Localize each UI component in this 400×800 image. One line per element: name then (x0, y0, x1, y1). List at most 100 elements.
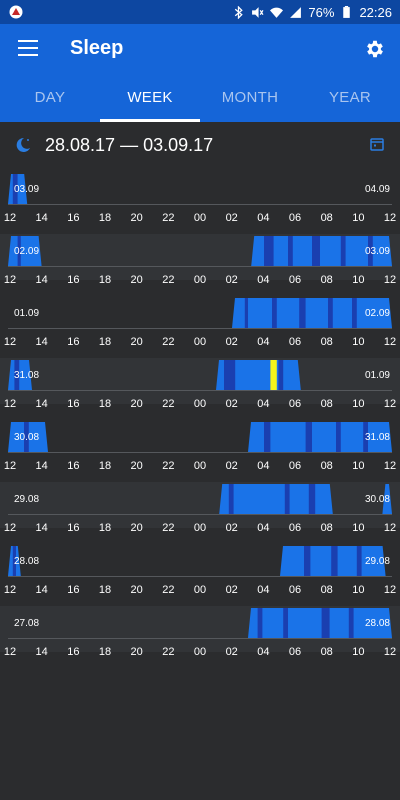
day-row[interactable]: 31.08 01.09 12 14 16 18 20 22 00 02 04 06 08 10 12 (0, 358, 400, 418)
deep-sleep-segment (288, 236, 293, 266)
day-row[interactable]: 27.08 28.08 12 14 16 18 20 22 00 02 04 06 08 10 12 (0, 606, 400, 666)
deep-sleep-segment (228, 484, 234, 514)
hour-label: 20 (130, 522, 143, 534)
day-start-label: 27.08 (14, 618, 40, 629)
hour-label: 02 (225, 522, 238, 534)
hour-label: 12 (3, 522, 17, 534)
hour-label: 18 (98, 646, 112, 658)
hour-label: 14 (35, 398, 48, 410)
hour-label: 18 (98, 212, 112, 224)
hour-label: 08 (320, 212, 333, 224)
hour-label: 18 (98, 522, 112, 534)
hour-label: 00 (193, 336, 207, 348)
day-row[interactable]: 28.08 29.08 12 14 16 18 20 22 00 02 04 06 08 10 12 (0, 544, 400, 604)
hour-label: 04 (257, 584, 270, 596)
hour-label: 06 (288, 212, 302, 224)
sleep-bars (232, 298, 392, 328)
day-start-label: 30.08 (14, 432, 40, 443)
time-axis (8, 638, 392, 639)
hour-label: 22 (162, 460, 175, 472)
hour-label: 00 (193, 398, 207, 410)
hour-label: 04 (257, 460, 270, 472)
hour-label: 06 (288, 274, 302, 286)
deep-sleep-segment (321, 608, 330, 638)
sleep-segment (219, 484, 333, 514)
hour-label: 08 (320, 522, 333, 534)
hour-label: 08 (320, 336, 333, 348)
hour-label: 20 (130, 460, 143, 472)
calendar-icon[interactable] (370, 137, 384, 151)
hour-label: 22 (162, 646, 175, 658)
sleep-segment (382, 484, 392, 514)
sleep-bars (248, 608, 392, 638)
day-start-label: 31.08 (14, 370, 40, 381)
hour-label: 18 (98, 398, 112, 410)
menu-icon[interactable] (18, 40, 38, 56)
tab-week[interactable]: WEEK (100, 76, 200, 122)
hour-label: 20 (130, 274, 143, 286)
hour-label: 22 (162, 398, 175, 410)
day-row[interactable]: 02.09 03.09 12 14 16 18 20 22 00 02 04 06 08 10 12 (0, 234, 400, 294)
day-start-label: 28.08 (14, 556, 40, 567)
day-row[interactable]: 29.08 30.08 12 14 16 18 20 22 00 02 04 06 08 10 12 (0, 482, 400, 542)
sleep-bars (8, 422, 392, 452)
hour-label: 02 (225, 274, 238, 286)
hour-label: 12 (3, 584, 17, 596)
hour-label: 04 (257, 398, 270, 410)
hour-label: 14 (35, 212, 48, 224)
deep-sleep-segment (336, 422, 341, 452)
hour-label: 16 (67, 522, 80, 534)
hour-label: 02 (225, 460, 238, 472)
deep-sleep-segment (348, 608, 354, 638)
day-start-label: 02.09 (14, 246, 40, 257)
hour-label: 08 (320, 584, 333, 596)
hour-label: 14 (35, 646, 48, 658)
hour-labels: 12 14 16 18 20 22 00 02 04 06 08 10 12 (0, 522, 400, 536)
sleep-segment (8, 236, 42, 266)
hour-label: 06 (288, 336, 302, 348)
tab-day[interactable]: DAY (34, 89, 66, 106)
day-start-label: 03.09 (14, 184, 40, 195)
time-axis (8, 390, 392, 391)
hour-label: 06 (288, 584, 302, 596)
hour-label: 12 (3, 398, 17, 410)
hour-label: 12 (3, 274, 17, 286)
tab-month[interactable]: MONTH (221, 89, 279, 106)
battery-icon (343, 5, 351, 18)
tab-year[interactable]: YEAR (328, 89, 372, 106)
hour-label: 10 (352, 336, 365, 348)
hour-label: 10 (352, 584, 365, 596)
deep-sleep-segment (340, 236, 346, 266)
hour-labels: 12 14 16 18 20 22 00 02 04 06 08 10 12 (0, 584, 400, 598)
awake-segment (270, 360, 277, 390)
gear-icon[interactable] (364, 38, 386, 60)
deep-sleep-segment (224, 360, 236, 390)
day-row[interactable]: 01.09 02.09 12 14 16 18 20 22 00 02 04 06 08 10 12 (0, 296, 400, 356)
hour-label: 10 (352, 398, 365, 410)
day-end-label: 04.09 (364, 184, 390, 195)
deep-sleep-segment (352, 298, 357, 328)
sleep-bars (219, 484, 392, 514)
deep-sleep-segment (12, 174, 18, 204)
deep-sleep-segment (272, 298, 277, 328)
deep-sleep-segment (283, 608, 288, 638)
day-end-label: 02.09 (364, 308, 390, 319)
hour-labels: 12 14 16 18 20 22 00 02 04 06 08 10 12 (0, 398, 400, 412)
hour-label: 00 (193, 584, 207, 596)
hour-label: 06 (288, 522, 302, 534)
day-row[interactable]: 03.09 04.09 12 14 16 18 20 22 00 02 04 06 08 10 12 (0, 172, 400, 232)
time-axis (8, 452, 392, 453)
hour-label: 20 (130, 646, 143, 658)
hour-label: 16 (67, 460, 80, 472)
day-row[interactable]: 30.08 31.08 12 14 16 18 20 22 00 02 04 06 08 10 12 (0, 420, 400, 480)
hour-label: 08 (320, 274, 333, 286)
day-end-label: 01.09 (364, 370, 390, 381)
hour-label: 16 (67, 584, 80, 596)
hour-label: 08 (320, 646, 333, 658)
period-tabs: DAY WEEK MONTH YEAR (0, 76, 400, 122)
hour-label: 12 (3, 336, 17, 348)
sleep-segment (251, 236, 392, 266)
deep-sleep-segment (312, 236, 320, 266)
hour-label: 02 (225, 212, 238, 224)
status-bar: 76% 22:26 (0, 0, 400, 24)
